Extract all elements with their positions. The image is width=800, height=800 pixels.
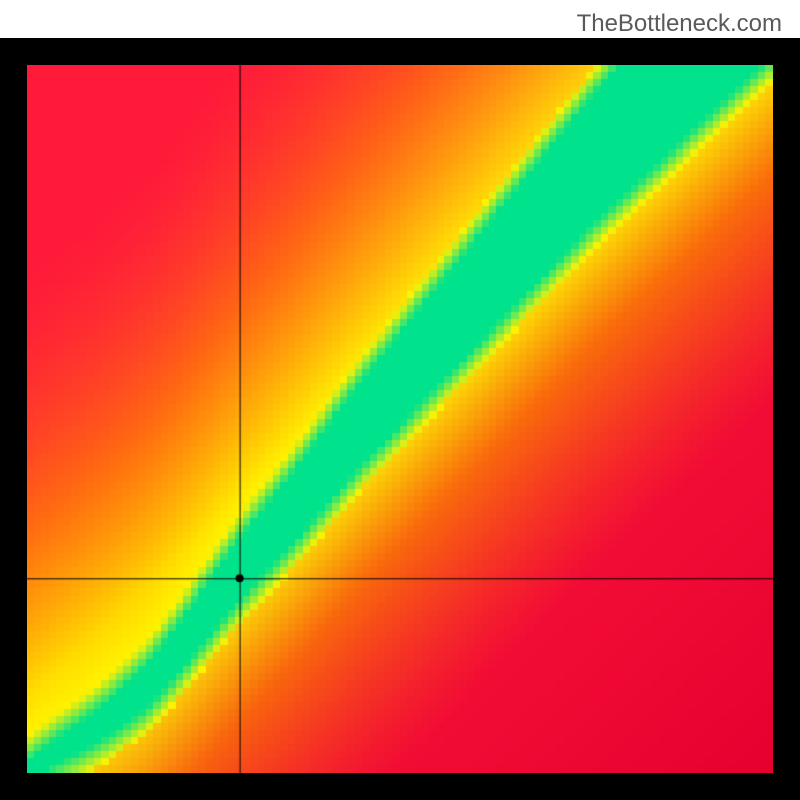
- watermark-text: TheBottleneck.com: [577, 10, 782, 38]
- heatmap-canvas: [27, 65, 773, 773]
- chart-outer-black: [0, 38, 800, 800]
- chart-plot-area: [27, 65, 773, 773]
